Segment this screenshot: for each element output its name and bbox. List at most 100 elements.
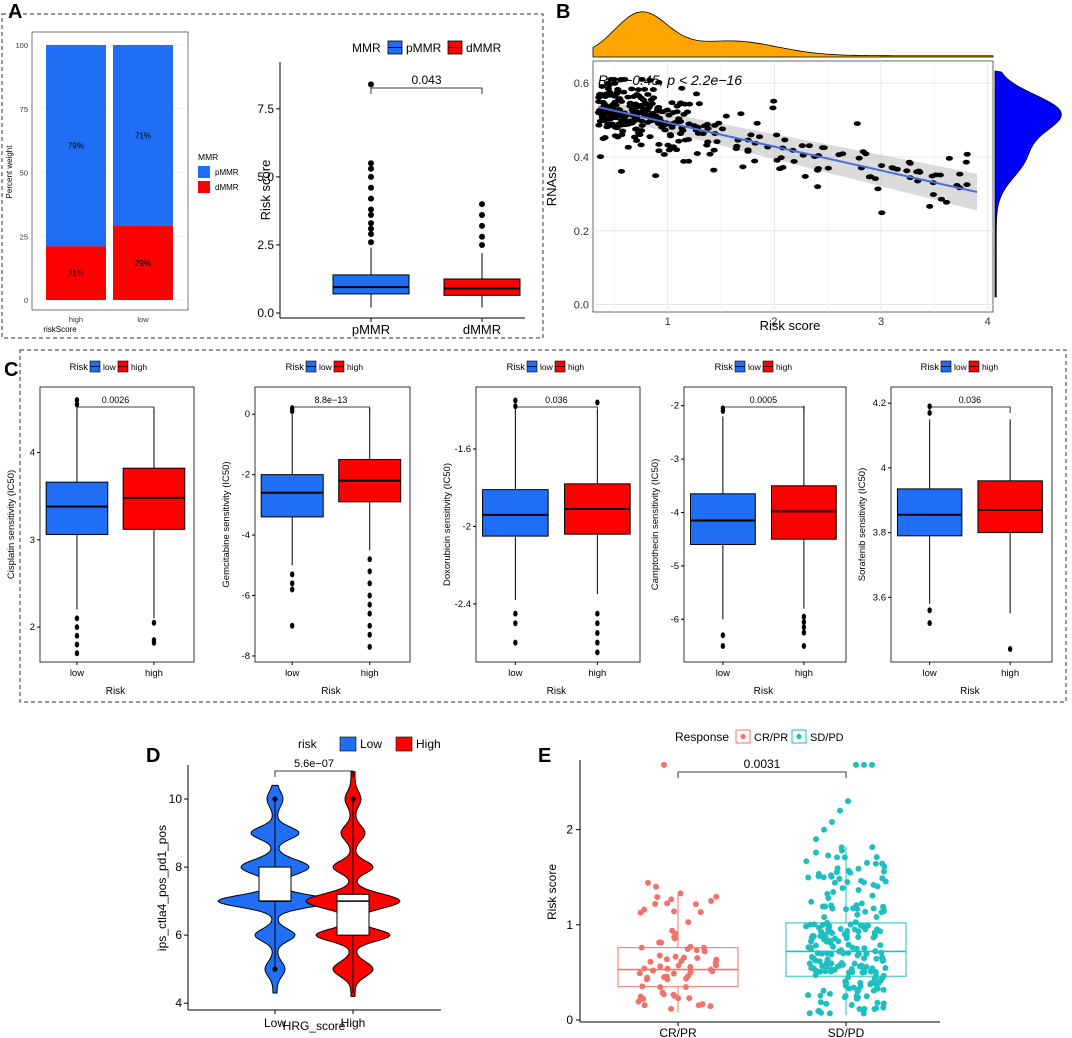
e-point-sdpd	[871, 1006, 878, 1013]
e-point-crpr	[641, 965, 648, 972]
c3-high-outlier	[595, 629, 600, 636]
b-fit-line	[598, 106, 978, 194]
e-point-sdpd	[815, 1007, 822, 1014]
c3-high-outlier	[595, 649, 600, 656]
e-point-sdpd	[819, 963, 826, 970]
c2-high-outlier	[367, 592, 372, 599]
b-point	[655, 142, 663, 147]
b-x-axis-title: Risk score	[760, 318, 821, 333]
e-point-crpr	[641, 906, 648, 913]
e-point-sdpd	[808, 898, 815, 905]
b-point	[666, 133, 675, 139]
c2-ytick-label: 0	[245, 409, 250, 420]
b-top-density	[592, 11, 994, 58]
c2-ytick-label: -4	[242, 530, 250, 541]
b-point	[715, 120, 723, 126]
e-point-sdpd	[817, 968, 824, 975]
b-point	[963, 182, 971, 188]
c1-high-outlier	[151, 619, 157, 626]
b-point	[814, 166, 822, 171]
c5-pvalue-bracket	[929, 406, 1011, 413]
b-ytick-label: 0.6	[574, 78, 589, 90]
a2-legend-entry: dMMR	[466, 41, 502, 55]
d-ytick-label: 6	[175, 928, 182, 942]
a2-pmmr-outlier	[368, 160, 374, 167]
c2-high-outlier	[367, 580, 372, 587]
e-point-sdpd	[838, 947, 845, 954]
d-xtick-label: Low	[264, 1016, 286, 1030]
e-point-sdpd	[822, 931, 829, 938]
e-point-crpr	[656, 952, 663, 959]
panel-a-stacked-bar-chart: 0 25 50 75 100 79% 21% high 71% 29% low riskScore Pe…	[5, 31, 239, 334]
b-point	[739, 164, 747, 170]
e-point-sdpd	[836, 962, 843, 969]
c5-ytick-label: 3.8	[873, 528, 886, 539]
a2-xtick-label: pMMR	[352, 322, 390, 337]
d-high-outlier	[350, 796, 356, 802]
e-point-crpr	[664, 976, 671, 983]
e-point-sdpd	[850, 905, 857, 912]
a2-pmmr-outlier	[368, 225, 374, 232]
c4-high-box	[770, 485, 837, 540]
e-point-sdpd	[814, 950, 821, 957]
e-pvalue-bracket	[677, 771, 847, 778]
b-point	[663, 107, 671, 113]
c2-legend-title: Risk	[286, 362, 305, 373]
a1-bar-label-pmmr: 79%	[68, 142, 84, 151]
b-point	[679, 128, 687, 133]
b-xtick-label: 1	[665, 316, 671, 328]
e-outlier-sdpd	[861, 761, 867, 768]
e-point-sdpd	[878, 949, 885, 956]
e-legend-title: Response	[675, 730, 729, 744]
e-point-sdpd	[870, 881, 877, 888]
e-point-sdpd	[861, 955, 868, 962]
a2-pmmr-outlier	[368, 231, 374, 238]
c3-low-outlier	[513, 403, 518, 410]
e-point-crpr	[695, 1002, 702, 1009]
b-point	[805, 143, 813, 149]
c2-high-outlier	[367, 631, 372, 638]
c1-x-axis-title: Risk	[106, 686, 126, 697]
a1-x-axis-title: riskScore	[43, 325, 77, 334]
b-point	[596, 154, 605, 160]
e-point-sdpd	[812, 942, 819, 949]
b-point	[599, 136, 607, 142]
a1-bar-pmmr	[46, 45, 106, 247]
e-point-sdpd	[869, 844, 876, 851]
e-point-sdpd	[870, 905, 877, 912]
e-point-sdpd	[880, 972, 887, 979]
e-point-crpr	[647, 958, 654, 965]
b-point	[638, 123, 646, 129]
panel-c-drug-sensitivity: Risk low high 2 3 4 Cisplatin sensitivity (IC5…	[6, 360, 1053, 697]
e-point-crpr	[713, 893, 720, 900]
e-crpr-box	[617, 947, 739, 988]
panel-label-d: D	[146, 745, 160, 767]
e-point-sdpd	[817, 992, 824, 999]
c4-low-box	[689, 493, 756, 546]
b-point	[632, 138, 641, 143]
a2-dmmr-box	[443, 278, 521, 296]
e-point-crpr	[677, 890, 684, 897]
b-point	[877, 163, 886, 169]
e-point-sdpd	[856, 963, 863, 970]
e-point-sdpd	[810, 933, 817, 940]
e-legend-swatch-dot	[740, 733, 746, 740]
e-point-sdpd	[869, 892, 876, 899]
a1-xtick-label: high	[69, 315, 83, 324]
c5-pvalue-label: 0.036	[959, 395, 982, 405]
c4-legend-entry: low	[748, 362, 762, 372]
e-point-sdpd	[854, 994, 861, 1001]
e-outlier-crpr	[645, 879, 651, 886]
b-point	[609, 92, 617, 98]
b-point	[601, 112, 609, 117]
b-point	[937, 196, 945, 202]
c1-legend-entry: low	[103, 362, 117, 372]
e-legend-entry: SD/PD	[810, 732, 844, 744]
c5-legend-entry: high	[982, 362, 998, 372]
e-point-crpr	[684, 946, 691, 953]
c5-high-box	[977, 480, 1043, 534]
c5-ytick-label: 4	[881, 463, 886, 474]
a2-pmmr-outlier	[368, 206, 374, 213]
b-point	[790, 159, 798, 164]
d-ytick-label: 10	[169, 792, 183, 806]
